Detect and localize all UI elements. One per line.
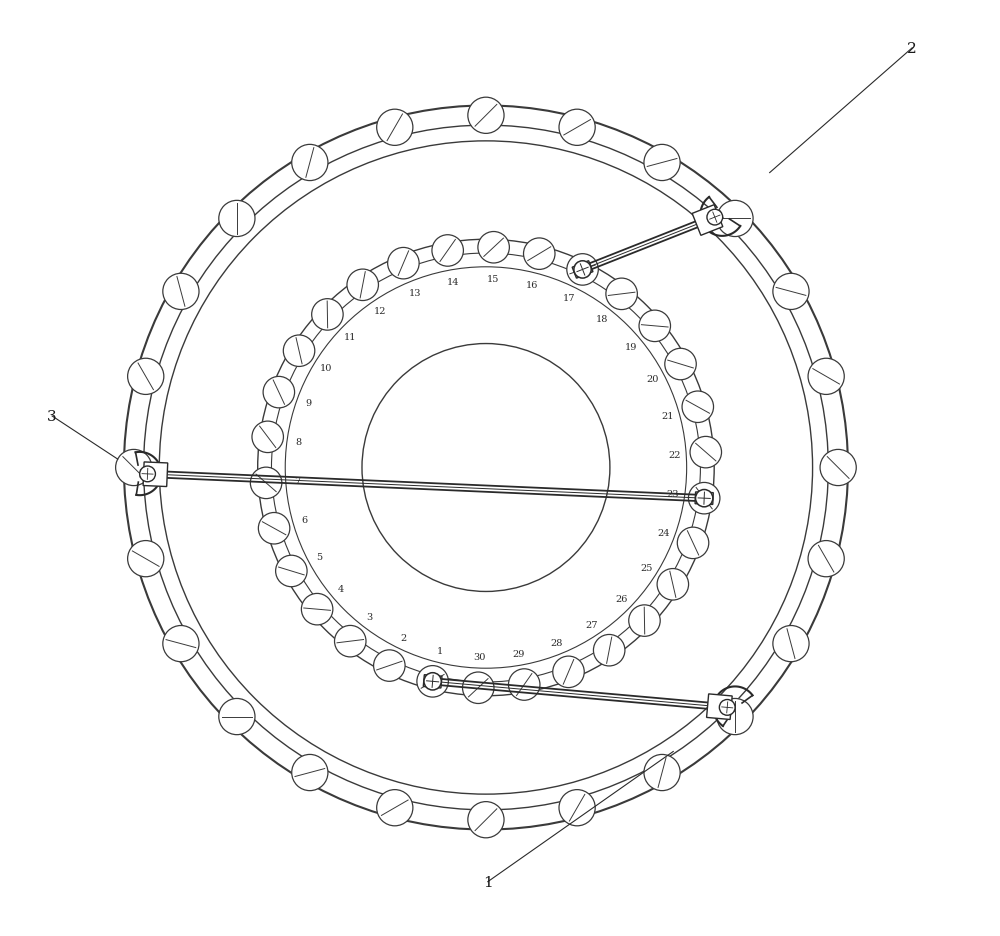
Text: 27: 27 [585,620,598,629]
Text: 18: 18 [596,314,608,324]
Text: 7: 7 [294,476,301,486]
Circle shape [606,279,637,310]
Circle shape [128,541,164,578]
Circle shape [820,450,856,486]
Circle shape [707,210,723,226]
Circle shape [258,513,290,545]
Circle shape [128,358,164,395]
Text: 21: 21 [661,412,674,420]
Polygon shape [143,462,168,487]
Text: 8: 8 [296,437,302,446]
Circle shape [574,261,591,279]
Circle shape [116,450,152,486]
Polygon shape [572,261,593,279]
Text: 2: 2 [400,633,406,642]
Polygon shape [695,492,713,505]
Text: 11: 11 [344,332,356,342]
Circle shape [665,349,696,380]
Circle shape [719,700,735,715]
Circle shape [250,468,282,499]
Circle shape [388,248,419,280]
Circle shape [808,541,844,578]
Text: 3: 3 [47,410,57,423]
Circle shape [312,300,343,330]
Text: 12: 12 [374,307,387,316]
Circle shape [292,145,328,182]
Text: 6: 6 [301,516,307,524]
Circle shape [424,673,441,690]
Text: 29: 29 [513,650,525,658]
Circle shape [478,232,509,264]
Circle shape [593,635,625,666]
Text: 14: 14 [447,278,459,286]
Text: 4: 4 [338,585,344,593]
Text: 20: 20 [647,375,659,384]
Circle shape [553,656,584,688]
Circle shape [276,556,307,587]
Circle shape [717,201,753,238]
Circle shape [508,669,540,700]
Text: 5: 5 [316,552,322,561]
Circle shape [688,483,720,515]
Circle shape [639,311,671,343]
Circle shape [377,110,413,146]
Circle shape [163,274,199,310]
Text: 16: 16 [525,281,538,289]
Circle shape [559,110,595,146]
Circle shape [283,336,315,367]
Circle shape [644,145,680,182]
Text: 13: 13 [409,288,421,298]
Circle shape [644,754,680,791]
Circle shape [696,490,713,507]
Text: 1: 1 [483,875,493,888]
Circle shape [374,651,405,681]
Circle shape [567,255,598,285]
Circle shape [347,270,378,301]
Text: 22: 22 [668,450,681,460]
Circle shape [292,754,328,791]
Text: 25: 25 [640,563,652,573]
Circle shape [677,528,709,559]
Circle shape [163,626,199,662]
Circle shape [808,358,844,395]
Text: 28: 28 [551,638,563,648]
Circle shape [377,790,413,826]
Circle shape [252,421,283,453]
Text: 2: 2 [907,42,917,55]
Circle shape [773,274,809,310]
Text: 3: 3 [367,612,373,622]
Circle shape [468,98,504,134]
Circle shape [773,626,809,662]
Circle shape [417,665,448,697]
Circle shape [657,569,689,600]
Circle shape [301,593,333,625]
Circle shape [717,698,753,735]
Circle shape [335,626,366,657]
Polygon shape [707,695,732,720]
Text: 24: 24 [657,528,670,537]
Circle shape [682,391,714,423]
Text: 19: 19 [624,343,637,351]
Text: 30: 30 [473,652,486,661]
Circle shape [263,377,295,408]
Text: 26: 26 [616,594,628,604]
Circle shape [690,437,722,468]
Circle shape [524,239,555,271]
Circle shape [629,606,660,636]
Text: 15: 15 [486,275,499,284]
Circle shape [468,802,504,838]
Circle shape [463,672,494,704]
Text: 1: 1 [437,647,443,655]
Text: 10: 10 [320,363,332,373]
Circle shape [219,201,255,238]
Text: 9: 9 [305,399,312,408]
Circle shape [140,466,155,482]
Circle shape [432,236,463,267]
Circle shape [559,790,595,826]
Circle shape [219,698,255,735]
Polygon shape [423,675,442,688]
Polygon shape [692,206,723,236]
Text: 17: 17 [563,294,575,303]
Text: 23: 23 [667,490,679,499]
